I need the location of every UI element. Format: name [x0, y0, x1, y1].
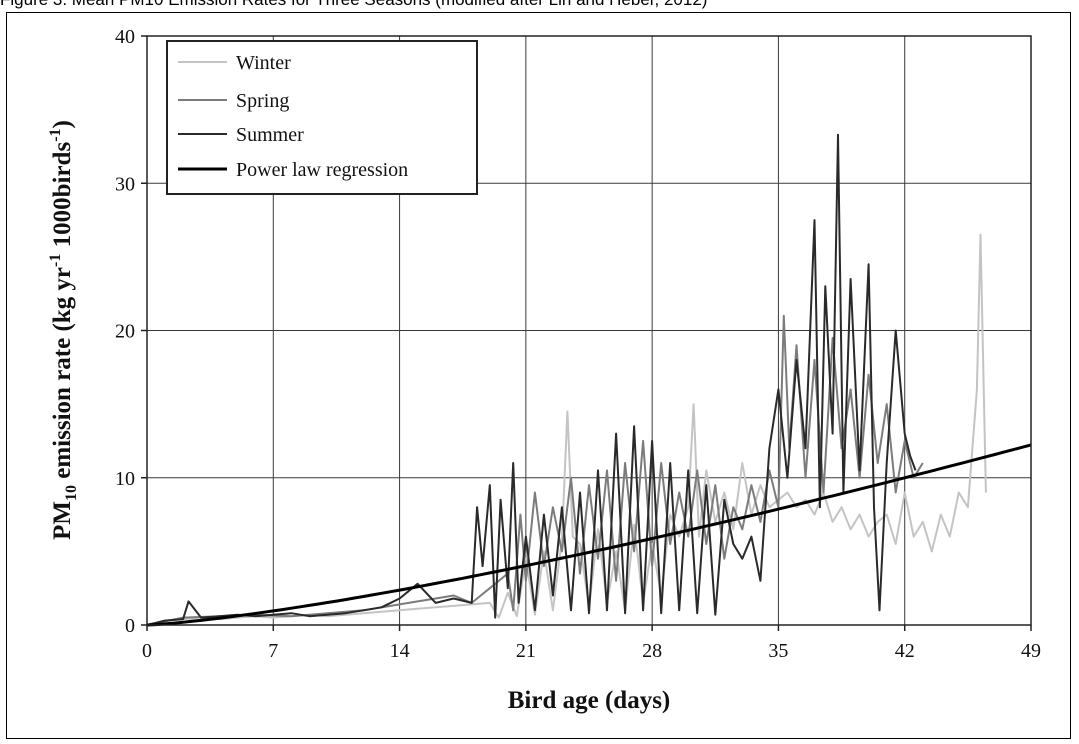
- figure-frame: [6, 12, 1071, 739]
- x-tick-label: 14: [390, 640, 410, 662]
- legend: Winter Spring Summer Power law regressio…: [166, 40, 478, 195]
- x-tick-label: 0: [142, 640, 152, 662]
- y-tick-label: 10: [115, 468, 135, 490]
- y-tick-label: 20: [115, 321, 135, 343]
- y-tick-label: 30: [115, 173, 135, 195]
- y-axis-title: PM10 emission rate (kg yr-1 1000birds-1): [47, 120, 80, 540]
- summer-series-line: [146, 133, 917, 626]
- regression-line: [146, 443, 1032, 627]
- x-tick-label: 42: [895, 640, 915, 662]
- x-tick-label: 28: [642, 640, 662, 662]
- figure-caption: Figure 3. Mean PM10 Emission Rates for T…: [0, 0, 1079, 12]
- x-tick-label: 7: [268, 640, 278, 662]
- x-tick-label: 21: [516, 640, 536, 662]
- legend-label-regression: Power law regression: [236, 159, 408, 181]
- axis-ticks: 0 7 14 21 28 35 42 49 0 10 20 30 40: [115, 26, 1041, 662]
- spring-series-line: [146, 314, 924, 626]
- series-layer: [146, 133, 1032, 627]
- winter-series-line: [146, 233, 987, 626]
- x-axis-title: Bird age (days): [508, 687, 671, 714]
- y-tick-label: 0: [125, 615, 135, 637]
- legend-label-summer: Summer: [236, 124, 304, 146]
- x-tick-label: 49: [1021, 640, 1041, 662]
- x-tick-label: 35: [768, 640, 788, 662]
- y-tick-label: 40: [115, 26, 135, 48]
- legend-label-spring: Spring: [236, 90, 289, 112]
- legend-label-winter: Winter: [236, 52, 291, 74]
